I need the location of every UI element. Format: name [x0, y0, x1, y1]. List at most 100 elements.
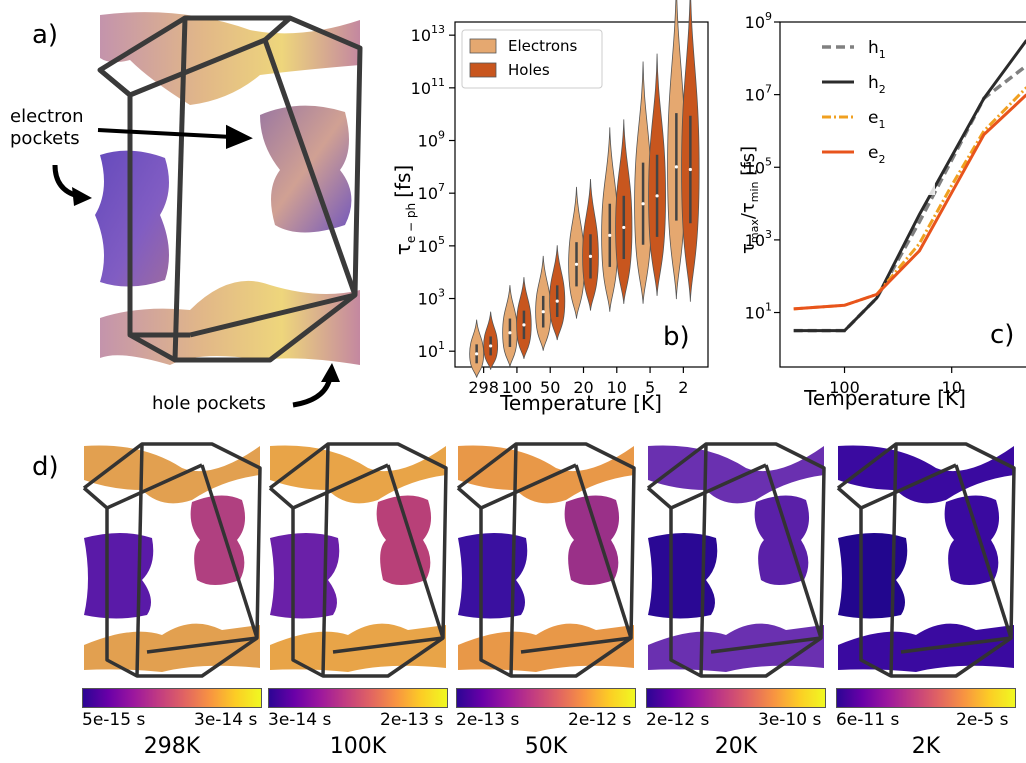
y-axis-label: τe − ph[fs] [391, 165, 418, 255]
legend-label-e2: e2 [868, 143, 885, 166]
x-axis: 100 10 [829, 367, 962, 397]
zone-outline [646, 442, 826, 678]
zone-edge [860, 463, 957, 510]
legend-swatch-holes [469, 62, 497, 78]
x-tick-label: 100 [502, 378, 533, 397]
brillouin-zone-box [456, 442, 636, 678]
legend-label-electrons: Electrons [508, 37, 578, 55]
colorbar-min-label: 5e-15 s [82, 710, 146, 730]
y-tick-label: 107 [418, 181, 445, 203]
y-tick-label: 105 [745, 155, 772, 177]
y-tick-label: 1011 [411, 76, 445, 98]
electron-pocket-left [838, 533, 908, 619]
violin-median [655, 194, 659, 198]
colorbar-2K [836, 688, 1016, 708]
zone-edge [332, 636, 444, 654]
violin-median [608, 233, 612, 237]
violin-median [555, 299, 559, 303]
colorbar-max-label: 3e-14 s [194, 710, 258, 730]
zone-edge [146, 636, 258, 654]
brillouin-zone-box [646, 442, 826, 678]
y-tick-label: 107 [745, 83, 772, 105]
y-axis: 101 103 105 107 109 [745, 10, 780, 323]
x-axis-label: Temperature [K] [803, 386, 966, 410]
y-tick-label: 109 [745, 10, 772, 32]
legend-box [461, 29, 603, 89]
legend-label-h2: h2 [868, 73, 886, 96]
electron-pocket-left [648, 533, 718, 619]
fermi-map-298K [82, 442, 262, 678]
zone-outline [456, 442, 636, 678]
zone-edge [480, 463, 577, 510]
electron-pockets-label: electron pockets [10, 106, 84, 149]
fermi-map-100K [268, 442, 448, 678]
zone-edge [386, 464, 445, 639]
temperature-label: 100K [329, 734, 387, 759]
violin-median [475, 352, 479, 356]
temperature-label: 20K [714, 734, 758, 759]
violin-median [541, 310, 545, 314]
zone-edge [764, 464, 823, 639]
zone-edge [106, 463, 203, 510]
brillouin-zone-box [268, 442, 448, 678]
zone-outline [82, 442, 262, 678]
lines [793, 39, 1026, 333]
colorbar-20K [646, 688, 826, 708]
panel-d-letter: d) [32, 452, 59, 482]
x-axis: 298 100 50 20 10 5 2 [468, 367, 688, 397]
x-tick-label: 50 [540, 378, 560, 397]
zone-edge [710, 636, 822, 654]
legend: h1 h2 e1 e2 [810, 30, 935, 195]
y-tick-label: 101 [745, 301, 772, 323]
hole-curved-arrow [292, 377, 333, 408]
y-tick-label: 105 [418, 234, 445, 256]
colorbar-max-label: 2e-13 s [380, 710, 444, 730]
violin-median [522, 323, 526, 327]
colorbar-50K [456, 688, 636, 708]
legend-swatch-electrons [469, 38, 497, 54]
hole-pockets-label: hole pockets [152, 393, 266, 414]
x-axis-label: Temperature [K] [499, 391, 662, 415]
y-tick-label: 101 [418, 339, 445, 361]
plot-frame [454, 21, 709, 368]
hole-pocket-top [838, 445, 1014, 504]
zone-edge [292, 463, 389, 510]
x-tick-label: 100 [829, 378, 860, 397]
hole-curved-arrowhead [321, 363, 340, 382]
colorbar-min-label: 6e-11 s [836, 710, 900, 730]
x-tick-label: 5 [645, 378, 655, 397]
x-tick-label: 298 [468, 378, 499, 397]
zone-edge [900, 636, 1012, 654]
violin-median [688, 167, 692, 172]
y-axis-label: τmax/τmin [fs] [740, 146, 761, 254]
colorbar-min-label: 2e-13 s [456, 710, 520, 730]
y-tick-label: 109 [418, 129, 445, 151]
panel-a-letter: a) [32, 20, 59, 50]
violin-median [588, 254, 593, 258]
y-tick-label: 1013 [411, 23, 445, 45]
legend-label-holes: Holes [508, 61, 550, 79]
legend-label-e1: e1 [868, 108, 885, 131]
violin-median [508, 331, 512, 335]
x-tick-label: 10 [607, 378, 627, 397]
x-tick-label: 10 [942, 378, 962, 397]
violin-median [622, 225, 626, 230]
zone-edge [509, 443, 518, 677]
colorbar-max-label: 2e-12 s [568, 710, 632, 730]
fermi-map-2K [836, 442, 1016, 678]
violin-median [489, 344, 493, 348]
hole-pocket-top [84, 445, 260, 504]
brillouin-zone-box [836, 442, 1016, 678]
zone-edge [699, 443, 708, 677]
electron-arrow [97, 124, 253, 149]
electron-pocket-left [84, 533, 154, 619]
violin-median [574, 262, 579, 266]
colorbar-max-label: 3e-10 s [758, 710, 822, 730]
plot-frame [779, 21, 1026, 368]
zone-edge [670, 463, 767, 510]
zone-edge [954, 464, 1013, 639]
zone-outline [268, 442, 448, 678]
brillouin-zone-box [97, 15, 363, 363]
series-line-e2 [793, 93, 1026, 311]
